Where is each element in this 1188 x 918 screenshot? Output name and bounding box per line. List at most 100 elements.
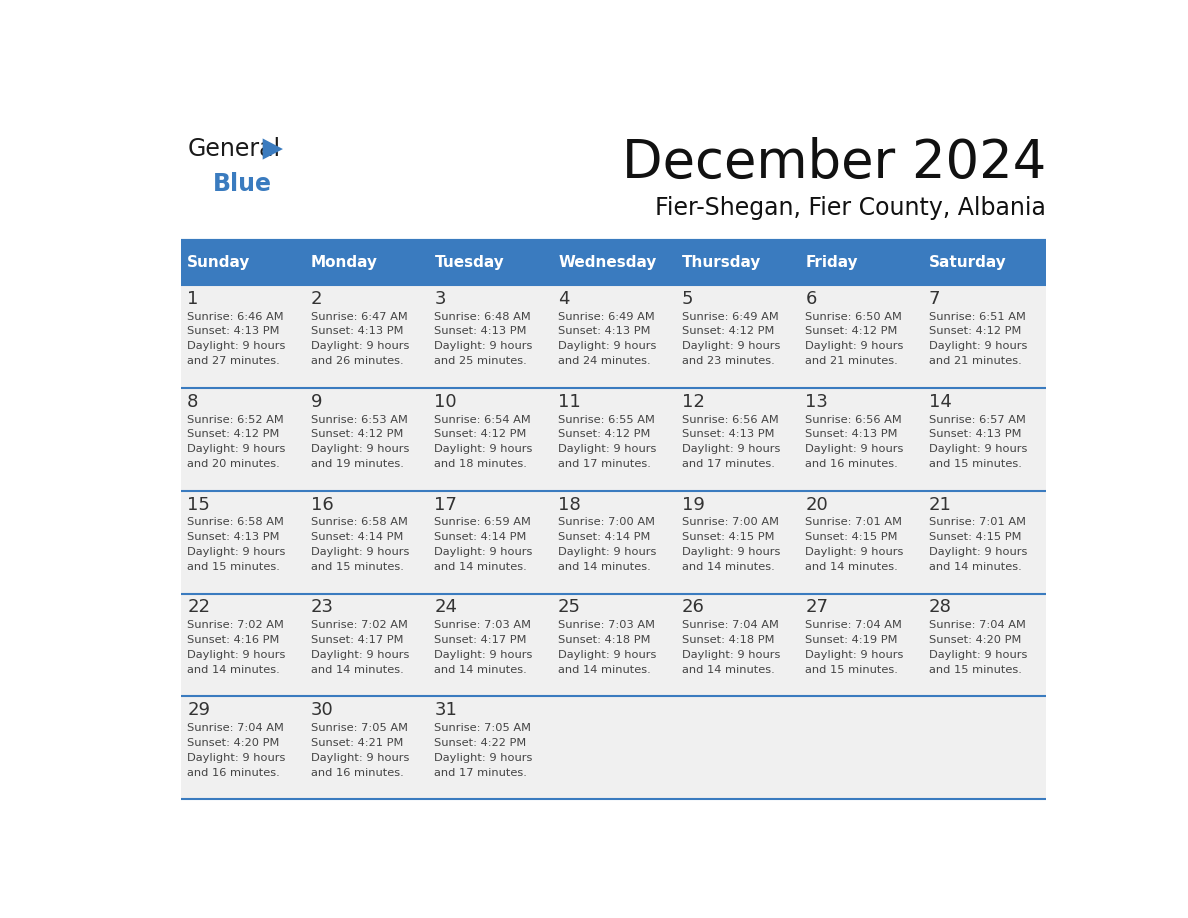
Text: Sunrise: 6:49 AM: Sunrise: 6:49 AM bbox=[682, 311, 778, 321]
Bar bbox=[304, 285, 428, 387]
Text: Sunset: 4:15 PM: Sunset: 4:15 PM bbox=[929, 532, 1022, 543]
Text: Daylight: 9 hours: Daylight: 9 hours bbox=[929, 341, 1028, 352]
Text: 27: 27 bbox=[805, 599, 828, 617]
Text: Daylight: 9 hours: Daylight: 9 hours bbox=[682, 547, 781, 557]
Bar bbox=[923, 594, 1047, 697]
Text: and 14 minutes.: and 14 minutes. bbox=[435, 665, 527, 675]
Text: and 14 minutes.: and 14 minutes. bbox=[682, 665, 775, 675]
Text: and 17 minutes.: and 17 minutes. bbox=[435, 767, 527, 778]
Text: Thursday: Thursday bbox=[682, 255, 762, 270]
Bar bbox=[181, 490, 304, 594]
Text: Sunset: 4:12 PM: Sunset: 4:12 PM bbox=[311, 430, 403, 440]
Bar bbox=[181, 241, 304, 285]
Text: and 15 minutes.: and 15 minutes. bbox=[929, 459, 1022, 469]
Text: Sunset: 4:12 PM: Sunset: 4:12 PM bbox=[805, 327, 898, 337]
Text: 7: 7 bbox=[929, 290, 941, 308]
Text: and 14 minutes.: and 14 minutes. bbox=[435, 562, 527, 572]
Bar bbox=[798, 387, 923, 490]
Text: and 16 minutes.: and 16 minutes. bbox=[188, 767, 280, 778]
Text: and 26 minutes.: and 26 minutes. bbox=[311, 356, 404, 366]
Text: Sunrise: 6:55 AM: Sunrise: 6:55 AM bbox=[558, 415, 655, 424]
Text: and 17 minutes.: and 17 minutes. bbox=[682, 459, 775, 469]
Text: Sunset: 4:14 PM: Sunset: 4:14 PM bbox=[558, 532, 651, 543]
Text: Sunset: 4:13 PM: Sunset: 4:13 PM bbox=[435, 327, 527, 337]
Text: Daylight: 9 hours: Daylight: 9 hours bbox=[558, 547, 657, 557]
Text: Daylight: 9 hours: Daylight: 9 hours bbox=[311, 753, 409, 763]
Text: and 21 minutes.: and 21 minutes. bbox=[805, 356, 898, 366]
Text: Daylight: 9 hours: Daylight: 9 hours bbox=[311, 444, 409, 454]
Bar bbox=[923, 285, 1047, 387]
Text: Sunset: 4:14 PM: Sunset: 4:14 PM bbox=[435, 532, 526, 543]
Bar bbox=[551, 594, 675, 697]
Bar bbox=[551, 490, 675, 594]
Text: Sunrise: 6:46 AM: Sunrise: 6:46 AM bbox=[188, 311, 284, 321]
Text: Sunset: 4:18 PM: Sunset: 4:18 PM bbox=[682, 635, 775, 645]
Text: Sunrise: 6:50 AM: Sunrise: 6:50 AM bbox=[805, 311, 902, 321]
Bar bbox=[304, 594, 428, 697]
Bar bbox=[428, 241, 551, 285]
Text: and 19 minutes.: and 19 minutes. bbox=[311, 459, 404, 469]
Bar bbox=[798, 490, 923, 594]
Text: 31: 31 bbox=[435, 701, 457, 720]
Text: 11: 11 bbox=[558, 393, 581, 410]
Text: Daylight: 9 hours: Daylight: 9 hours bbox=[682, 341, 781, 352]
Bar bbox=[675, 490, 798, 594]
Text: 9: 9 bbox=[311, 393, 322, 410]
Text: General: General bbox=[188, 137, 280, 161]
Text: Sunrise: 7:04 AM: Sunrise: 7:04 AM bbox=[805, 621, 902, 631]
Text: and 16 minutes.: and 16 minutes. bbox=[311, 767, 404, 778]
Text: 28: 28 bbox=[929, 599, 952, 617]
Text: and 24 minutes.: and 24 minutes. bbox=[558, 356, 651, 366]
Text: Sunrise: 6:57 AM: Sunrise: 6:57 AM bbox=[929, 415, 1026, 424]
Text: 24: 24 bbox=[435, 599, 457, 617]
Text: Daylight: 9 hours: Daylight: 9 hours bbox=[805, 341, 904, 352]
Text: 1: 1 bbox=[188, 290, 198, 308]
Text: Sunrise: 7:04 AM: Sunrise: 7:04 AM bbox=[682, 621, 778, 631]
Text: Sunset: 4:15 PM: Sunset: 4:15 PM bbox=[805, 532, 898, 543]
Text: Blue: Blue bbox=[213, 173, 272, 196]
Text: Daylight: 9 hours: Daylight: 9 hours bbox=[929, 547, 1028, 557]
Text: and 14 minutes.: and 14 minutes. bbox=[188, 665, 280, 675]
Bar bbox=[551, 241, 675, 285]
Text: Sunset: 4:18 PM: Sunset: 4:18 PM bbox=[558, 635, 651, 645]
Bar bbox=[428, 490, 551, 594]
Text: Daylight: 9 hours: Daylight: 9 hours bbox=[435, 650, 533, 660]
Text: Daylight: 9 hours: Daylight: 9 hours bbox=[435, 753, 533, 763]
Text: 29: 29 bbox=[188, 701, 210, 720]
Text: Sunset: 4:17 PM: Sunset: 4:17 PM bbox=[311, 635, 403, 645]
Text: 23: 23 bbox=[311, 599, 334, 617]
Bar bbox=[798, 241, 923, 285]
Text: Sunrise: 7:03 AM: Sunrise: 7:03 AM bbox=[435, 621, 531, 631]
Text: Daylight: 9 hours: Daylight: 9 hours bbox=[558, 341, 657, 352]
Text: Daylight: 9 hours: Daylight: 9 hours bbox=[929, 444, 1028, 454]
Text: 13: 13 bbox=[805, 393, 828, 410]
Text: 16: 16 bbox=[311, 496, 334, 513]
Text: 19: 19 bbox=[682, 496, 704, 513]
Bar bbox=[181, 697, 304, 800]
Text: Sunrise: 6:52 AM: Sunrise: 6:52 AM bbox=[188, 415, 284, 424]
Text: Sunrise: 6:54 AM: Sunrise: 6:54 AM bbox=[435, 415, 531, 424]
Text: Sunrise: 6:48 AM: Sunrise: 6:48 AM bbox=[435, 311, 531, 321]
Text: Sunset: 4:13 PM: Sunset: 4:13 PM bbox=[188, 327, 279, 337]
Text: Tuesday: Tuesday bbox=[435, 255, 504, 270]
Text: Daylight: 9 hours: Daylight: 9 hours bbox=[311, 547, 409, 557]
Text: Sunset: 4:12 PM: Sunset: 4:12 PM bbox=[188, 430, 279, 440]
Bar bbox=[181, 387, 304, 490]
Bar bbox=[923, 387, 1047, 490]
Text: and 15 minutes.: and 15 minutes. bbox=[311, 562, 404, 572]
Bar bbox=[428, 594, 551, 697]
Text: 26: 26 bbox=[682, 599, 704, 617]
Bar bbox=[798, 594, 923, 697]
Text: Sunrise: 7:03 AM: Sunrise: 7:03 AM bbox=[558, 621, 655, 631]
Text: Daylight: 9 hours: Daylight: 9 hours bbox=[188, 650, 285, 660]
Bar bbox=[675, 285, 798, 387]
Text: Sunrise: 6:47 AM: Sunrise: 6:47 AM bbox=[311, 311, 407, 321]
Text: Monday: Monday bbox=[311, 255, 378, 270]
Bar bbox=[304, 241, 428, 285]
Bar bbox=[304, 490, 428, 594]
Text: Sunday: Sunday bbox=[188, 255, 251, 270]
Text: 17: 17 bbox=[435, 496, 457, 513]
Text: Sunrise: 7:00 AM: Sunrise: 7:00 AM bbox=[682, 518, 778, 528]
Text: Daylight: 9 hours: Daylight: 9 hours bbox=[805, 444, 904, 454]
Text: 18: 18 bbox=[558, 496, 581, 513]
